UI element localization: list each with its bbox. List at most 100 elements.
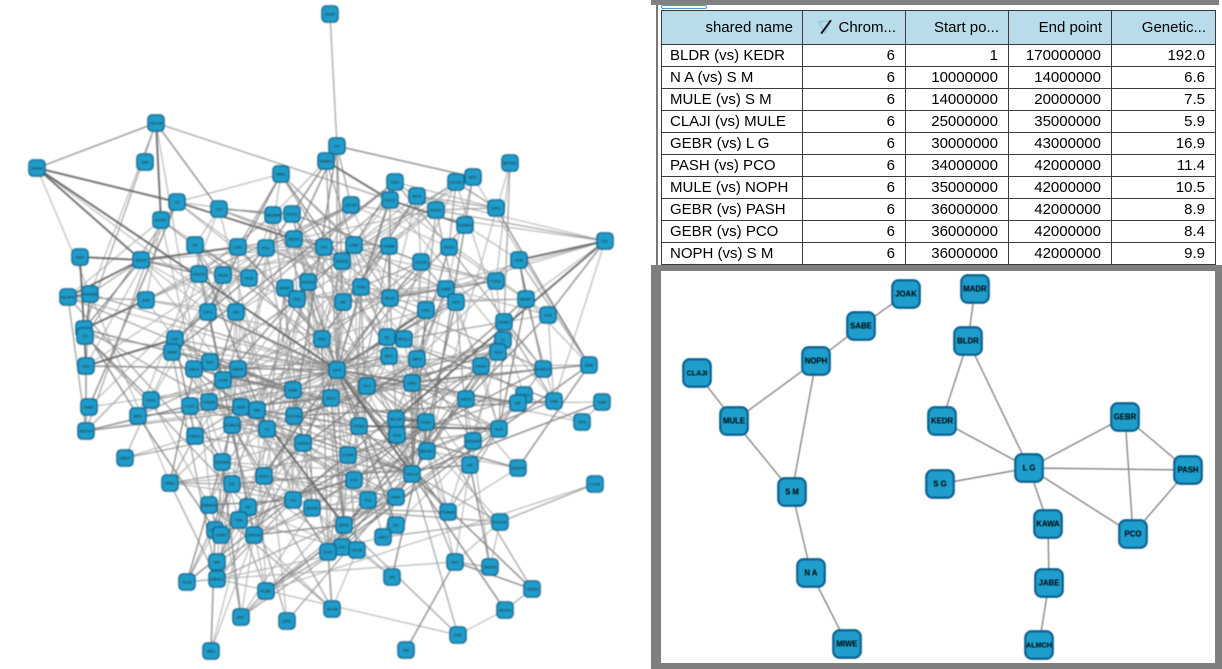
svg-text:SEVSC: SEVSC [79,429,93,434]
svg-text:DDCJR: DDCJR [149,121,163,126]
svg-text:LKC: LKC [338,545,346,550]
svg-text:PGL: PGL [262,246,271,251]
svg-text:EBPK: EBPK [233,367,244,372]
svg-text:JT: JT [501,338,506,343]
svg-text:RIJVG: RIJVG [499,608,511,613]
svg-text:WLOR: WLOR [390,417,402,422]
svg-text:MPG: MPG [412,357,421,362]
svg-text:OLUC: OLUC [384,296,395,301]
svg-text:HSWDJ: HSWDJ [458,223,472,228]
svg-text:KAWA: KAWA [1036,520,1060,529]
svg-text:VMC: VMC [318,337,327,342]
svg-text:BPS: BPS [134,414,142,419]
svg-text:HGB: HGB [237,405,246,410]
svg-text:L G: L G [1023,464,1036,473]
svg-text:VUU: VUU [82,364,91,369]
svg-text:RP: RP [515,401,521,406]
svg-text:IGOH: IGOH [444,245,454,250]
svg-text:VIW: VIW [235,518,243,523]
svg-text:MIWE: MIWE [836,640,857,649]
svg-text:ABS: ABS [207,649,215,654]
svg-text:UCGD: UCGD [450,180,462,185]
svg-text:VDV: VDV [452,300,461,305]
svg-text:TG: TG [82,334,88,339]
svg-text:LPAV: LPAV [349,243,359,248]
svg-text:KVHP: KVHP [156,218,167,223]
svg-text:BGI: BGI [207,360,214,365]
svg-text:NJTHN: NJTHN [287,414,300,419]
svg-text:DG: DG [229,482,235,487]
svg-text:KDMUO: KDMUO [225,423,240,428]
svg-text:FH: FH [334,144,339,149]
svg-text:NDSG: NDSG [288,237,300,242]
svg-text:GENGR: GENGR [466,439,481,444]
svg-text:HK: HK [340,300,346,305]
svg-text:VNCIH: VNCIH [193,272,206,277]
svg-text:CJVB: CJVB [590,482,601,487]
svg-text:TLOF: TLOF [182,580,193,585]
svg-text:GBLK: GBLK [189,367,200,372]
svg-text:OBJWM: OBJWM [266,213,281,218]
svg-text:ANV: ANV [76,255,85,260]
svg-text:WK: WK [214,560,221,565]
svg-text:FAAU: FAAU [421,420,432,425]
svg-text:ABVS: ABVS [461,397,472,402]
svg-text:BPSSK: BPSSK [503,161,517,166]
svg-text:OHOU: OHOU [297,441,309,446]
svg-text:OCVOF: OCVOF [493,520,508,525]
svg-text:TGKC: TGKC [490,279,501,284]
svg-text:FUJC: FUJC [185,404,195,409]
svg-text:LIMLT: LIMLT [377,535,389,540]
svg-text:HUAA: HUAA [31,166,42,171]
svg-text:KNW: KNW [84,405,94,410]
svg-text:VN: VN [389,575,395,580]
svg-text:HUVB: HUVB [326,607,337,612]
svg-text:AUS: AUS [495,427,504,432]
svg-text:KIJA: KIJA [245,276,254,281]
svg-text:PFT: PFT [363,384,371,389]
svg-text:LRF: LRF [171,337,179,342]
svg-text:VNUFR: VNUFR [511,466,525,471]
svg-text:HFUB: HFUB [352,548,363,553]
svg-text:JDUP: JDUP [325,12,336,17]
svg-text:HHE: HHE [515,258,524,263]
svg-text:HFB: HFB [578,420,586,425]
svg-text:VSWN: VSWN [526,587,538,592]
svg-text:WB: WB [254,408,261,413]
svg-text:CLAJI: CLAJI [687,369,708,378]
svg-text:OG: OG [321,245,327,250]
svg-text:N A: N A [804,569,818,578]
svg-text:GM: GM [233,310,239,315]
svg-text:OSRT: OSRT [215,533,227,538]
svg-text:NOU: NOU [492,206,501,211]
svg-text:HS: HS [192,243,198,248]
svg-text:FEAH: FEAH [476,364,487,369]
svg-text:ELN: ELN [393,433,401,438]
svg-text:NLHPB: NLHPB [61,295,75,300]
svg-text:JABE: JABE [1039,579,1060,588]
svg-text:JO: JO [174,200,179,205]
svg-text:IHRR: IHRR [441,287,451,292]
svg-text:BGFM: BGFM [306,506,318,511]
svg-text:UVG: UVG [147,398,156,403]
svg-text:CORR: CORR [342,453,354,458]
svg-text:S M: S M [785,488,799,497]
svg-text:VJ: VJ [265,427,270,432]
svg-text:TIU: TIU [290,498,297,503]
svg-text:MLD: MLD [327,396,336,401]
svg-text:FPMD: FPMD [353,424,364,429]
svg-text:SAM: SAM [598,400,607,405]
svg-text:UMU: UMU [407,381,416,386]
svg-text:NDC: NDC [469,175,478,180]
svg-text:MULE: MULE [723,417,745,426]
svg-text:NWBU: NWBU [320,159,332,164]
svg-text:JDRL: JDRL [282,619,293,624]
svg-text:UFV: UFV [333,368,341,373]
svg-text:BLDR: BLDR [957,337,979,346]
svg-text:POM: POM [356,285,365,290]
svg-text:UEN: UEN [391,180,400,185]
svg-text:HCLUI: HCLUI [406,472,418,477]
svg-text:RIJV: RIJV [324,550,333,555]
svg-text:HN: HN [403,648,409,653]
svg-text:WIM: WIM [585,363,593,368]
